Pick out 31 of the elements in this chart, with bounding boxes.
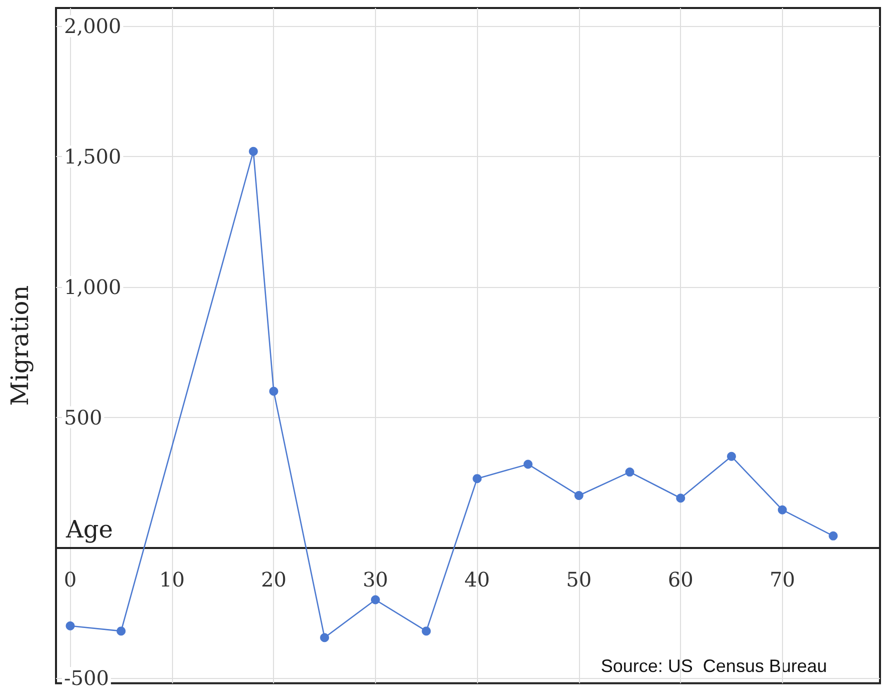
point: [66, 621, 75, 630]
point: [370, 595, 380, 604]
y-tick-label: -500: [64, 666, 109, 689]
point: [422, 626, 431, 636]
x-tick-label: 30: [362, 568, 388, 592]
x-tick-label: 50: [566, 568, 592, 592]
x-axis-title: Age: [65, 516, 113, 544]
point: [574, 491, 584, 500]
point: [269, 386, 278, 396]
point: [320, 633, 330, 642]
x-tick-label: 10: [159, 568, 185, 592]
y-tick-label: 2,000: [64, 14, 122, 38]
x-tick-label: 40: [464, 568, 490, 592]
x-tick-label: 70: [770, 568, 796, 592]
point: [828, 531, 838, 540]
point: [676, 494, 686, 503]
point: [116, 626, 126, 636]
point: [472, 474, 482, 484]
y-tick-label: 1,000: [64, 274, 122, 299]
point: [778, 505, 787, 514]
y-axis-title: Migration: [6, 285, 34, 406]
y-tick-label: 1,500: [64, 144, 122, 169]
point: [524, 460, 533, 469]
annotation: Source: US Census Bureau: [600, 656, 828, 676]
point: [248, 146, 258, 156]
x-tick-label: 0: [64, 568, 77, 592]
point: [625, 468, 634, 477]
y-tick-label: 500: [64, 405, 102, 430]
x-tick-label: 60: [668, 568, 694, 592]
x-tick-label: 20: [260, 568, 286, 592]
point: [726, 452, 736, 461]
